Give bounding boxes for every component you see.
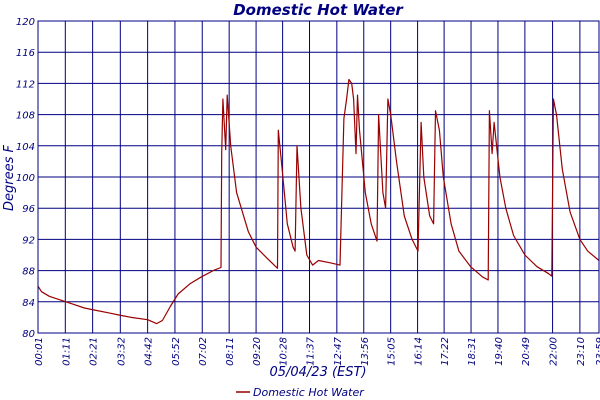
x-tick-label: 08:11 <box>225 337 236 366</box>
legend-label: Domestic Hot Water <box>253 386 365 399</box>
y-tick-label: 80 <box>22 329 35 340</box>
series-line-domestic-hot-water <box>37 78 600 325</box>
x-tick-label: 04:42 <box>144 337 155 366</box>
x-axis-label: 05/04/23 (EST) <box>269 365 366 380</box>
x-tick-label: 05:52 <box>171 337 182 366</box>
x-tick-label: 13:56 <box>360 337 371 366</box>
plot-frame <box>37 20 600 334</box>
x-tick-label: 03:32 <box>116 337 127 366</box>
y-tick-label: 108 <box>16 111 35 122</box>
x-tick-label: 20:49 <box>521 337 532 366</box>
x-tick-label: 10:28 <box>279 337 290 366</box>
y-tick-label: 92 <box>22 235 35 246</box>
y-tick-labels: 80 84 88 92 96 100 104 108 112 116 120 <box>16 17 35 340</box>
x-tick-label: 00:01 <box>34 337 45 366</box>
x-tick-label: 23:10 <box>576 337 587 366</box>
y-tick-label: 96 <box>22 204 35 215</box>
legend: Domestic Hot Water <box>236 386 365 399</box>
x-tick-label: 17:22 <box>440 337 451 366</box>
x-tick-label: 09:20 <box>252 337 263 366</box>
y-tick-label: 116 <box>16 48 35 59</box>
x-tick-label: 11:37 <box>306 336 317 365</box>
x-tick-label: 18:31 <box>467 337 478 366</box>
y-tick-label: 120 <box>16 17 35 28</box>
x-tick-label: 01:11 <box>61 337 72 366</box>
x-tick-label: 22:00 <box>549 337 560 366</box>
x-tick-label: 07:02 <box>198 337 209 366</box>
x-tick-label: 12:47 <box>333 336 344 365</box>
x-tick-label: 16:14 <box>414 337 425 366</box>
x-tick-label: 19:40 <box>494 337 505 366</box>
y-tick-label: 84 <box>22 298 35 309</box>
y-tick-label: 100 <box>16 173 35 184</box>
y-tick-label: 88 <box>22 267 35 278</box>
y-tick-label: 104 <box>16 142 35 153</box>
grid <box>37 20 600 334</box>
y-axis-label: Degrees F <box>2 144 17 211</box>
chart-title: Domestic Hot Water <box>233 1 404 19</box>
x-tick-label: 15:05 <box>387 337 398 366</box>
y-tick-label: 112 <box>16 79 35 90</box>
x-tick-label: 02:21 <box>89 337 100 366</box>
x-tick-labels: 00:01 01:11 02:21 03:32 04:42 05:52 07:02 08:11… <box>34 336 600 365</box>
series <box>37 78 600 325</box>
x-tick-label: 23:59 <box>595 337 600 366</box>
